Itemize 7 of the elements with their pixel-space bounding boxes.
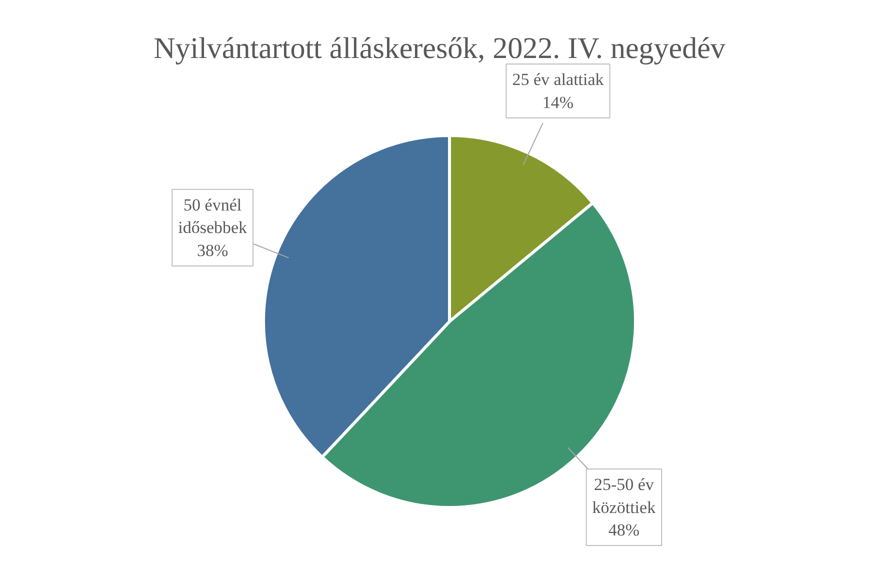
slice-label: 25-50 év közöttiek bbox=[592, 474, 656, 517]
data-label: 48% bbox=[608, 520, 640, 540]
slice-label: 50 évnél idősebbek bbox=[178, 195, 248, 238]
chart-title: Nyilvántartott álláskeresők, 2022. IV. negyedév bbox=[154, 32, 726, 65]
data-label: 38% bbox=[196, 240, 228, 260]
slice-label: 25 év alattiak bbox=[512, 70, 604, 90]
data-label: 14% bbox=[542, 92, 574, 112]
